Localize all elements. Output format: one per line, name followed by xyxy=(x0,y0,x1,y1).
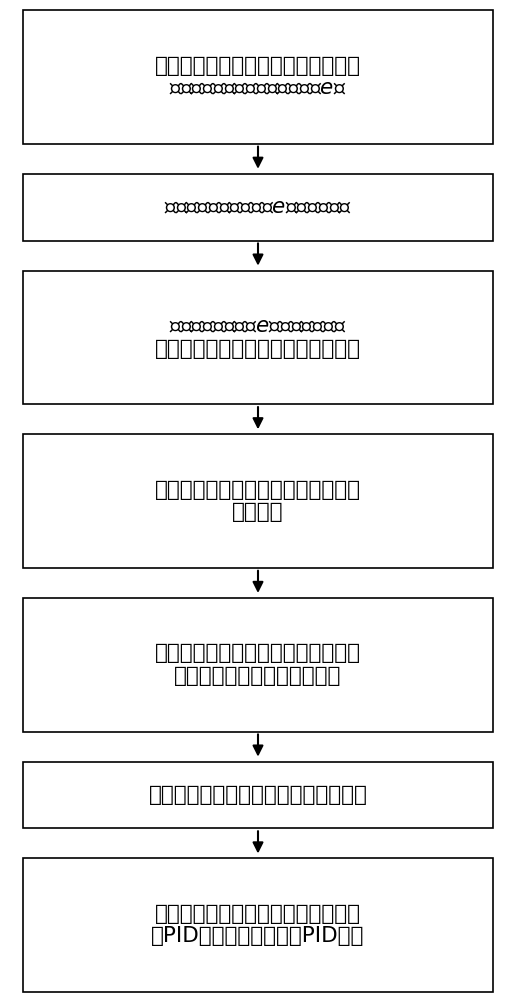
Text: 将模糊推理得到的模糊输出量进行精: 将模糊推理得到的模糊输出量进行精 xyxy=(155,643,361,663)
Bar xyxy=(23,174,493,240)
Text: 前转速的差得到系统的转速误差$e$。: 前转速的差得到系统的转速误差$e$。 xyxy=(169,78,347,98)
Text: 整PID控制参数，并进行PID运算: 整PID控制参数，并进行PID运算 xyxy=(151,926,365,946)
Text: 根据模糊规则进行模糊推理，得到模: 根据模糊规则进行模糊推理，得到模 xyxy=(155,480,361,500)
Text: 到误差变化率，之后进行模糊化处理: 到误差变化率，之后进行模糊化处理 xyxy=(155,339,361,359)
Text: 糊控制量: 糊控制量 xyxy=(232,502,284,522)
Text: 计算机对转速误差$e$进行微分运算得: 计算机对转速误差$e$进行微分运算得 xyxy=(169,316,347,336)
Bar xyxy=(23,598,493,732)
Text: 确化处理，得到精确的控制量: 确化处理，得到精确的控制量 xyxy=(174,666,342,686)
Text: 转速控制器根据精确控制量自适应调: 转速控制器根据精确控制量自适应调 xyxy=(155,904,361,924)
Bar xyxy=(23,10,493,144)
Text: 转速控制器将转速误差$e$传输给计算机: 转速控制器将转速误差$e$传输给计算机 xyxy=(164,197,352,217)
Bar xyxy=(23,762,493,828)
Text: 计算机将精确输出量传输给转速控制器: 计算机将精确输出量传输给转速控制器 xyxy=(149,785,367,805)
Bar xyxy=(23,434,493,568)
Text: 采集现场设备转速，求设定转速与当: 采集现场设备转速，求设定转速与当 xyxy=(155,56,361,76)
Bar xyxy=(23,270,493,404)
Bar xyxy=(23,858,493,992)
